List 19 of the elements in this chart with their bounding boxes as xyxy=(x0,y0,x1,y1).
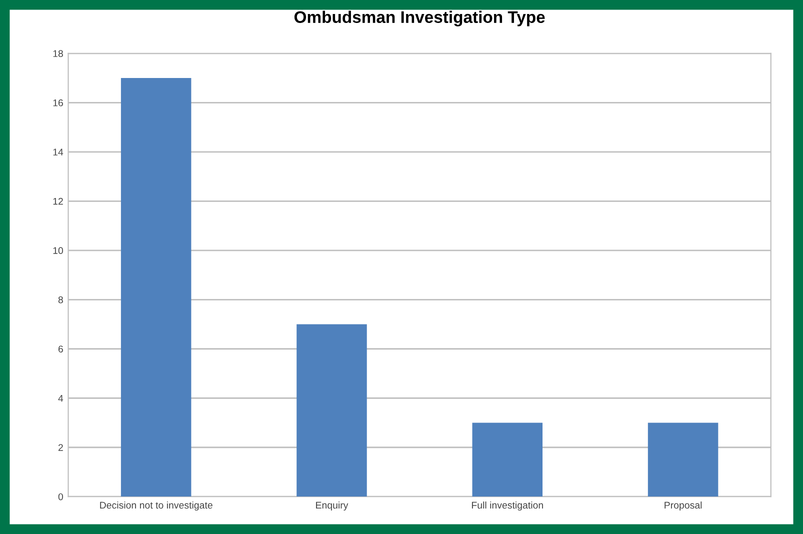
chart-title: Ombudsman Investigation Type xyxy=(294,10,545,26)
x-tick-label: Full investigation xyxy=(472,501,543,511)
y-tick-label: 0 xyxy=(58,493,64,500)
y-tick-label: 12 xyxy=(53,198,63,205)
bar xyxy=(472,422,543,497)
x-tick-label: Proposal xyxy=(664,501,702,511)
bar xyxy=(648,422,718,497)
y-tick-label: 10 xyxy=(53,247,64,254)
y-tick-label: 16 xyxy=(53,99,63,106)
y-tick-label: 18 xyxy=(53,50,63,58)
y-tick-label: 8 xyxy=(58,296,63,304)
x-tick-label: Enquiry xyxy=(316,501,348,511)
y-tick-label: 14 xyxy=(53,148,64,156)
y-tick-label: 6 xyxy=(58,346,63,352)
y-tick-label: 2 xyxy=(58,444,63,451)
bar xyxy=(120,78,192,497)
y-tick-label: 4 xyxy=(58,394,64,402)
bar xyxy=(296,324,367,497)
x-tick-label: Decision not to investigate xyxy=(100,501,212,511)
